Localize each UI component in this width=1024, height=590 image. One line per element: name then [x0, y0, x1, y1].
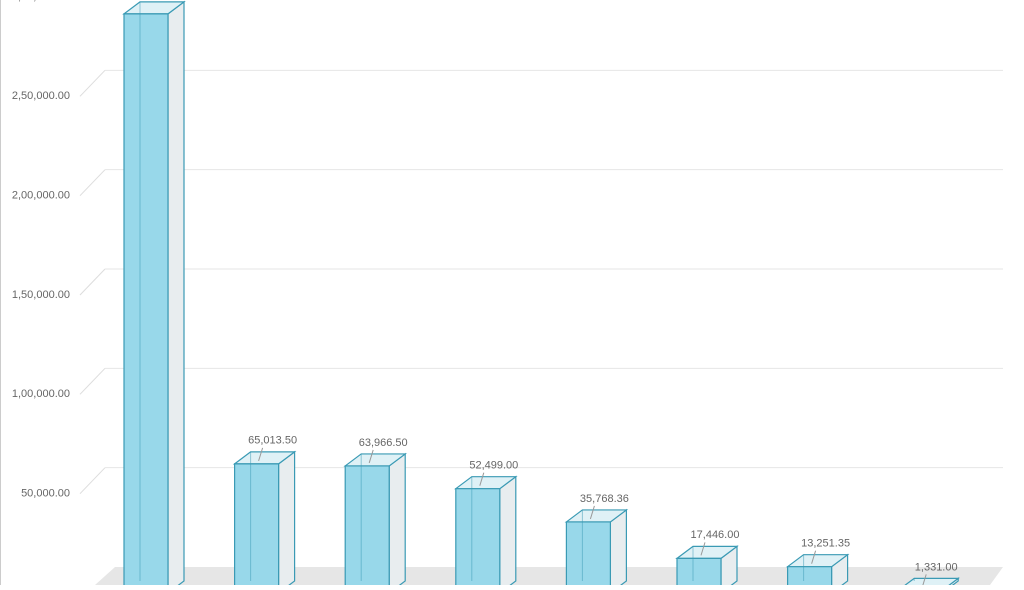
bar	[232, 450, 297, 590]
grid-diagonal	[79, 467, 106, 495]
bar-front	[123, 13, 169, 590]
grid-diagonal	[79, 268, 106, 296]
bar-side	[388, 452, 406, 590]
label-leader	[700, 542, 706, 556]
value-label: 63,966.50	[359, 437, 408, 449]
label-leader	[811, 550, 817, 564]
y-tick-label: 2,00,000.00	[12, 190, 70, 202]
bar-front	[455, 488, 501, 590]
bar	[343, 452, 408, 590]
bar	[122, 0, 186, 590]
bar-front	[786, 566, 833, 590]
bar-side	[167, 0, 185, 590]
bar	[785, 553, 850, 590]
bar	[564, 508, 629, 590]
bar-front	[676, 557, 722, 590]
bar-side	[609, 508, 628, 590]
bar	[453, 475, 518, 590]
label-leader	[589, 505, 595, 520]
y-tick-label: 3,00,000.00	[12, 0, 70, 3]
floor	[95, 567, 1003, 585]
y-tick-label: 50,000.00	[21, 488, 70, 500]
value-label: 1,331.00	[915, 561, 958, 573]
grid-diagonal	[79, 367, 106, 395]
bar-side	[499, 475, 517, 590]
bar-front	[234, 463, 280, 590]
bar-side	[278, 450, 296, 590]
grid-diagonal	[79, 69, 106, 97]
value-label: 13,251.35	[801, 538, 850, 550]
y-tick-label: 2,50,000.00	[12, 90, 70, 102]
y-tick-label: 1,50,000.00	[12, 289, 70, 301]
bar-front	[565, 521, 612, 590]
bar	[675, 545, 739, 590]
label-leader	[479, 472, 485, 486]
label-leader	[368, 449, 374, 464]
value-label: 65,013.50	[248, 435, 297, 447]
grid-diagonal	[79, 169, 106, 197]
value-label: 17,446.00	[691, 529, 740, 541]
value-label: 52,499.00	[469, 460, 518, 472]
label-leader	[258, 447, 264, 461]
bar-front	[344, 465, 390, 590]
y-tick-label: 1,00,000.00	[12, 388, 70, 400]
value-label: 35,768.36	[580, 493, 629, 505]
